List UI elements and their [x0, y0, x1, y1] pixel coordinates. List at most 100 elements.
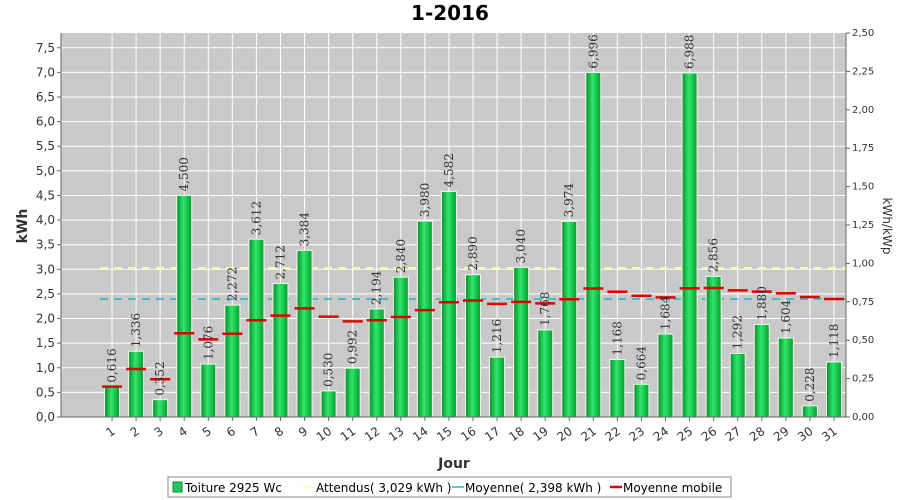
- bar: [801, 405, 818, 418]
- data-label: 1,216: [490, 319, 504, 353]
- y2-tick-label: 2,50: [852, 28, 874, 39]
- bar: [489, 356, 506, 418]
- data-label: 0,616: [105, 348, 119, 382]
- bar: [224, 304, 241, 418]
- bar: [513, 266, 530, 418]
- data-label: 1,076: [201, 326, 215, 360]
- bar: [176, 194, 193, 418]
- bar: [128, 350, 145, 418]
- y2-axis: 0,00 0,25 0,50 0,75 1,00 1,25 1,50 1,75 2,00 2,25…: [845, 28, 874, 423]
- data-label: 2,890: [466, 236, 480, 270]
- data-label: 1,168: [610, 321, 624, 355]
- bar: [609, 358, 626, 418]
- x-tick-label: 13: [386, 424, 407, 444]
- y-tick-label: 0,0: [36, 410, 55, 424]
- y2-tick-label: 1,25: [852, 220, 874, 231]
- x-tick-label: 23: [627, 424, 648, 444]
- x-tick-label: 22: [603, 424, 624, 444]
- legend: Toiture 2925 Wc Attendus( 3,029 kWh ) Moye…: [167, 476, 732, 498]
- bar: [753, 323, 770, 418]
- x-tick-label: 29: [771, 424, 792, 444]
- bar: [705, 275, 722, 418]
- y-tick-label: 4,5: [36, 188, 55, 202]
- legend-entry: Moyenne( 2,398 kWh ): [465, 481, 601, 495]
- x-axis: 1 2 3 4 5 6 7 8 9 10 11 12 13 14 15 16 17 18 19 20 21 22 23 24 2…: [61, 416, 846, 444]
- x-tick-label: 10: [314, 424, 335, 444]
- moving-average: [102, 286, 844, 388]
- data-label: 1,768: [538, 292, 552, 326]
- data-label: 3,040: [514, 229, 528, 263]
- x-tick-label: 14: [410, 424, 431, 444]
- data-label: 4,582: [442, 153, 456, 187]
- bar: [248, 238, 265, 418]
- bar: [368, 308, 385, 418]
- bar: [657, 333, 674, 418]
- x-tick-label: 26: [699, 424, 720, 444]
- legend-entry: Attendus( 3,029 kWh ): [316, 481, 451, 495]
- x-tick-label: 28: [747, 424, 768, 444]
- x-tick-label: 9: [296, 424, 310, 440]
- x-tick-label: 15: [434, 424, 455, 444]
- x-tick-label: 21: [578, 424, 599, 444]
- y2-tick-label: 0,75: [852, 297, 874, 308]
- data-label: 2,712: [273, 245, 287, 279]
- legend-box: [167, 476, 732, 498]
- x-tick-label: 4: [176, 424, 190, 440]
- y-tick-label: 7,5: [36, 41, 55, 55]
- bar: [561, 220, 578, 418]
- bar: [104, 386, 121, 418]
- bar: [585, 72, 602, 418]
- y-tick-label: 0,5: [36, 385, 55, 399]
- data-label: 1,684: [659, 295, 673, 330]
- y2-tick-label: 0,50: [852, 335, 874, 346]
- data-label: 2,856: [707, 238, 721, 272]
- x-tick-label: 6: [224, 424, 238, 440]
- x-tick-label: 1: [103, 424, 117, 440]
- data-label: 3,980: [418, 183, 432, 217]
- bar: [825, 361, 842, 418]
- data-label: 1,118: [827, 324, 841, 358]
- y2-tick-label: 0,00: [852, 412, 874, 423]
- legend-swatch: [172, 481, 183, 493]
- y-tick-label: 4,0: [36, 213, 55, 227]
- bar: [296, 249, 313, 418]
- bar: [320, 390, 337, 418]
- data-label: 0,992: [346, 330, 360, 364]
- y-tick-label: 5,0: [36, 164, 55, 178]
- data-label: 4,500: [177, 157, 191, 191]
- data-label: 6,988: [683, 35, 697, 69]
- legend-entry: Toiture 2925 Wc: [184, 481, 282, 495]
- x-tick-label: 5: [200, 424, 214, 440]
- y2-tick-label: 1,75: [852, 143, 874, 154]
- x-tick-label: 11: [338, 424, 359, 444]
- x-tick-label: 2: [128, 424, 142, 440]
- y-axis: 0,0 0,5 1,0 1,5 2,0 2,5 3,0 3,5 4,0 4,5 5,0 5,5 6,0 6…: [36, 33, 62, 424]
- data-label: 3,974: [562, 183, 576, 218]
- bars: [104, 72, 842, 418]
- y2-tick-label: 0,25: [852, 374, 874, 385]
- y-tick-label: 2,5: [36, 287, 55, 301]
- bar: [729, 352, 746, 418]
- bar: [681, 72, 698, 418]
- x-tick-label: 16: [458, 424, 479, 444]
- data-label: 1,336: [129, 313, 143, 347]
- x-tick-label: 19: [530, 424, 551, 444]
- bar: [152, 399, 169, 418]
- bar: [633, 383, 650, 418]
- y-tick-label: 6,5: [36, 90, 55, 104]
- y2-tick-label: 2,25: [852, 66, 874, 77]
- x-tick-label: 18: [506, 424, 527, 444]
- x-tick-label: 8: [272, 424, 286, 440]
- x-tick-label: 12: [362, 424, 383, 444]
- x-tick-label: 24: [651, 424, 672, 444]
- y2-tick-label: 1,00: [852, 258, 874, 269]
- data-labels: 0,616 1,336 0,352 4,500 1,076 2,272 3,612 2,712…: [105, 34, 841, 402]
- data-label: 1,880: [755, 286, 769, 320]
- data-label: 6,996: [586, 34, 600, 68]
- data-label: 0,530: [322, 353, 336, 387]
- x-tick-label: 27: [723, 424, 744, 444]
- y-tick-label: 5,5: [36, 139, 55, 153]
- data-label: 0,664: [634, 346, 648, 381]
- data-label: 1,292: [731, 315, 745, 349]
